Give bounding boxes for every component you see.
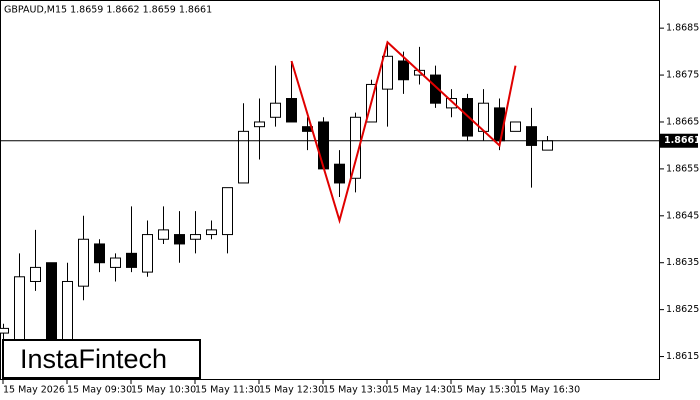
candle-body [526, 126, 537, 146]
plot-frame [0, 0, 660, 380]
candle-body [398, 60, 409, 81]
candle-body [382, 55, 393, 90]
candle-body [286, 98, 297, 123]
y-tick-label: 1.8655 [666, 163, 699, 174]
candle-body [190, 234, 201, 240]
candle-body [0, 327, 9, 334]
candle-body [222, 187, 233, 236]
pattern-line [290, 40, 517, 225]
y-tick-label: 1.8615 [666, 351, 699, 362]
candle-body [254, 121, 265, 128]
candle-body [94, 243, 105, 264]
y-tick-label: 1.8635 [666, 257, 699, 268]
chart-title: GBPAUD,M15 1.8659 1.8662 1.8659 1.8661 [4, 5, 212, 16]
candle-body [510, 121, 521, 132]
x-tick-label: 15 May 15:30 [451, 385, 516, 396]
y-tick-label: 1.8665 [666, 116, 699, 127]
y-tick-label: 1.8625 [666, 304, 699, 315]
candle-body [174, 234, 185, 245]
logo: InstaFintech [20, 344, 167, 374]
candle-body [446, 98, 457, 109]
candle-body [30, 266, 41, 282]
current-price-label: 1.8661 [664, 135, 700, 146]
x-tick-label: 15 May 14:30 [387, 385, 452, 396]
x-tick-label: 15 May 16:30 [515, 385, 580, 396]
candle-body [542, 140, 553, 151]
candle-body [206, 229, 217, 236]
candle-body [110, 257, 121, 268]
candle-body [318, 121, 329, 170]
candle-body [158, 229, 169, 240]
y-tick-label: 1.8645 [666, 210, 699, 221]
candle-body [142, 234, 153, 273]
candle-body [334, 163, 345, 184]
candle-body [270, 102, 281, 118]
candle-body [350, 116, 361, 179]
x-tick-label: 15 May 13:30 [323, 385, 388, 396]
x-tick-label: 15 May 10:30 [131, 385, 196, 396]
y-tick-label: 1.8675 [666, 70, 699, 81]
candle-body [238, 130, 249, 184]
logo-box [2, 339, 201, 379]
plot [0, 42, 553, 380]
x-tick-label: 15 May 12:30 [259, 385, 324, 396]
candle-body [430, 74, 441, 104]
candle-body [126, 252, 137, 268]
x-tick-label: 15 May 11:30 [195, 385, 260, 396]
candle-body [78, 238, 89, 287]
x-tick-label: 15 May 2026 [3, 385, 65, 396]
y-tick-label: 1.8685 [666, 23, 699, 34]
x-tick-label: 15 May 09:30 [67, 385, 132, 396]
current-price-box [660, 133, 698, 148]
